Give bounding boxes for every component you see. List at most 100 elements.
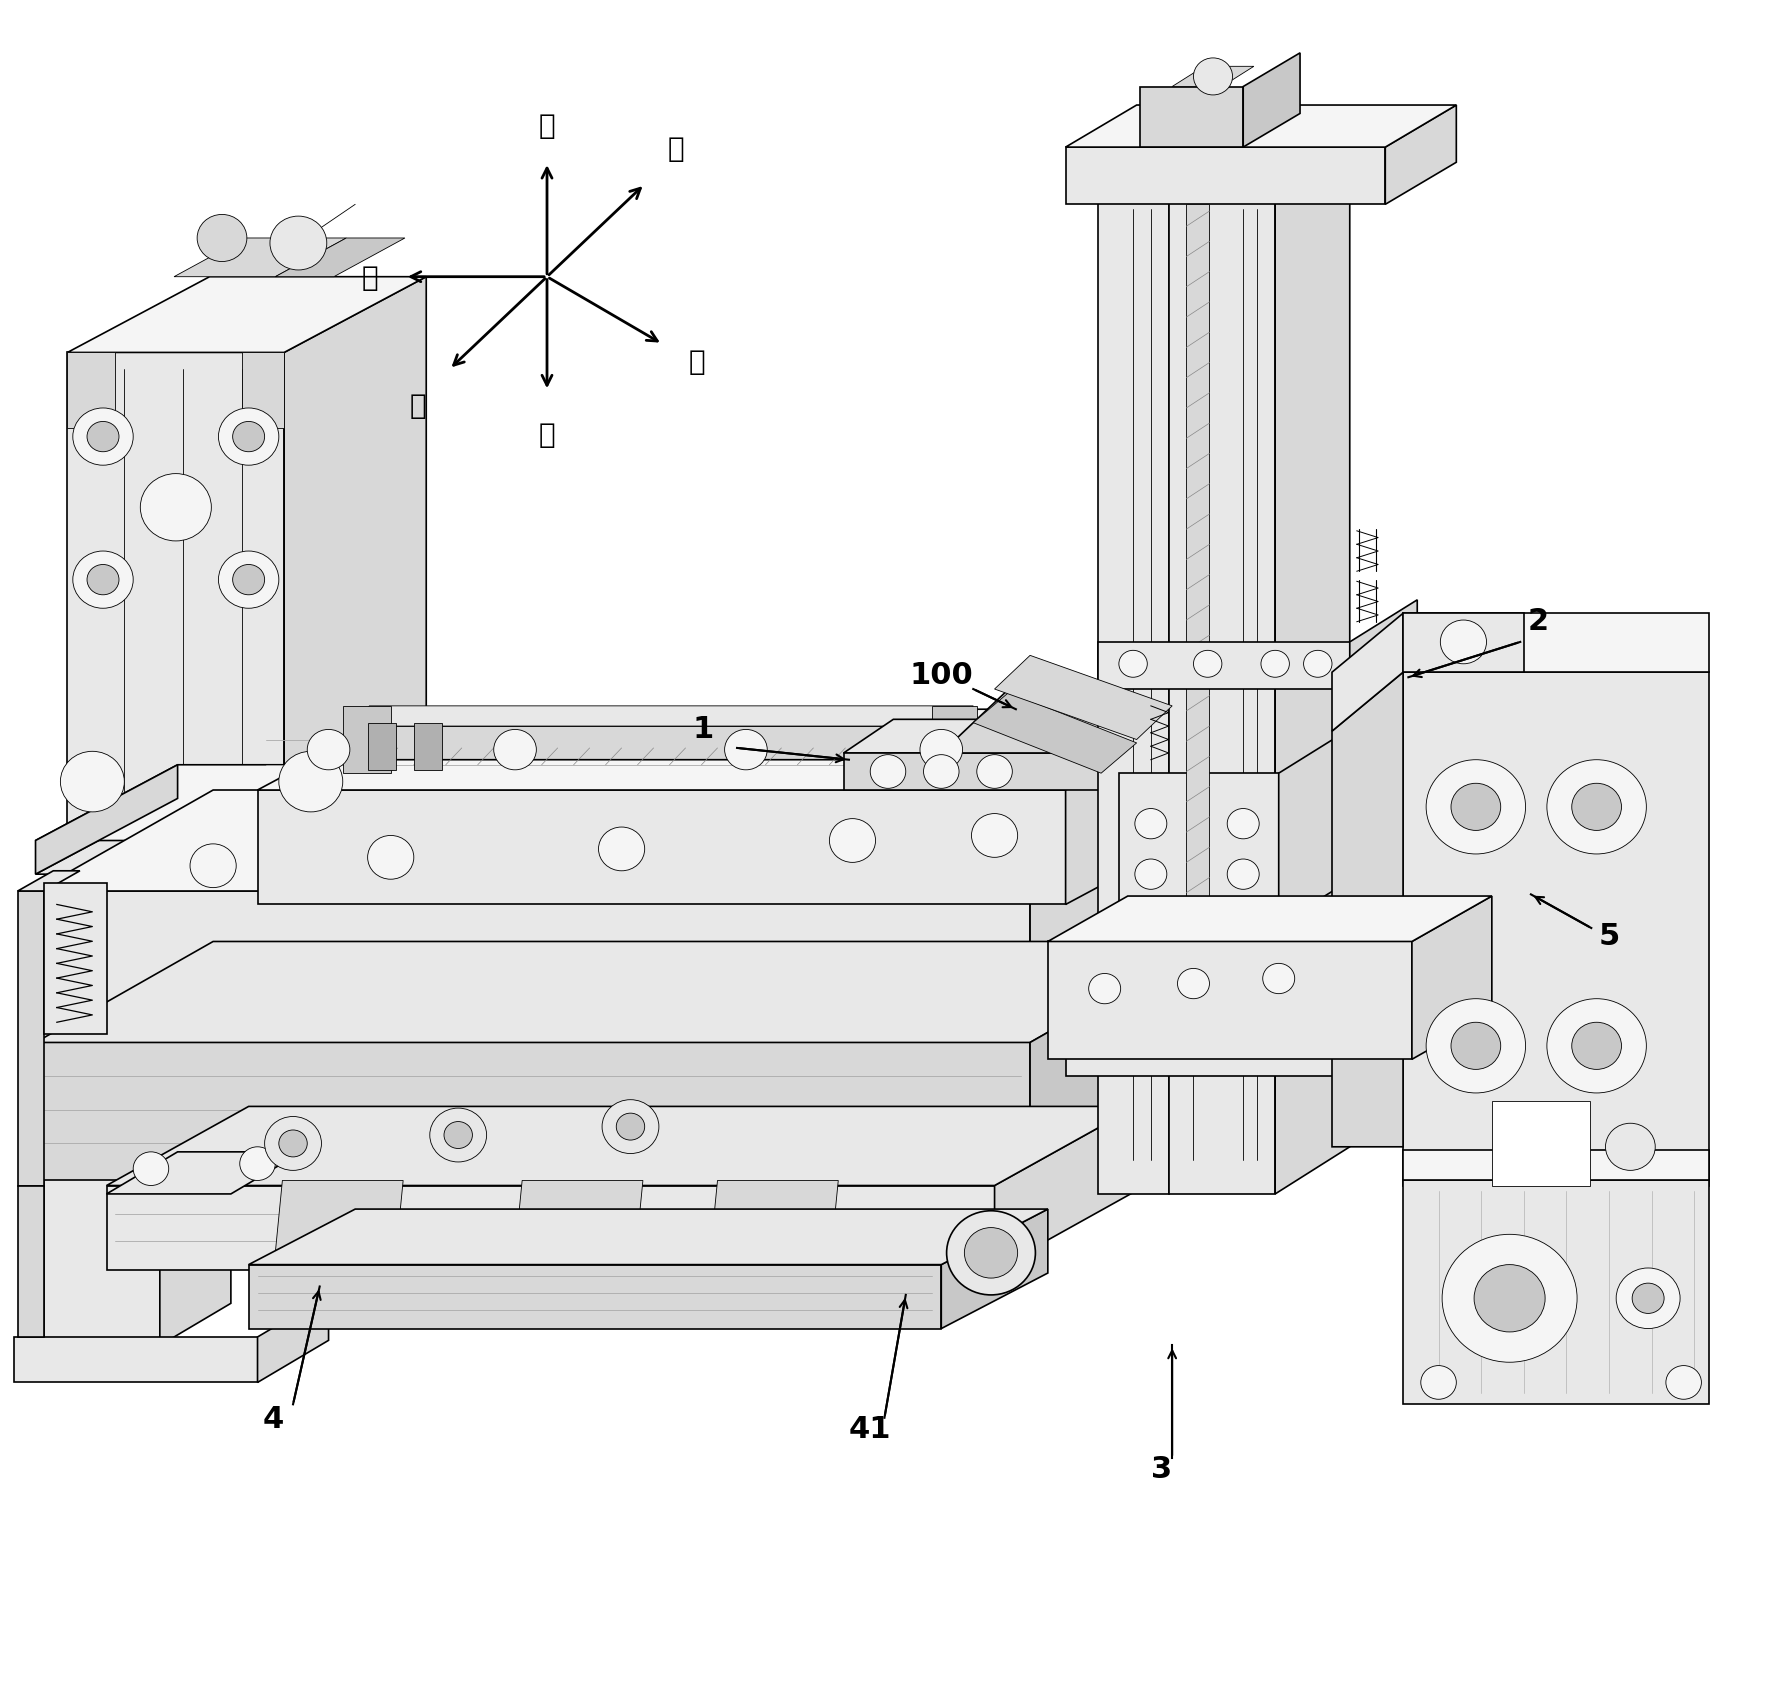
Polygon shape [1332,614,1403,732]
Polygon shape [710,1181,838,1253]
Text: 100: 100 [909,661,973,690]
Circle shape [307,730,350,770]
Text: 1: 1 [693,715,714,743]
Circle shape [1119,651,1147,678]
Polygon shape [44,883,107,1034]
Polygon shape [14,1337,258,1383]
Circle shape [1426,760,1526,854]
Circle shape [368,836,414,880]
Text: 3: 3 [1151,1455,1172,1484]
Circle shape [265,1117,321,1171]
Polygon shape [1243,54,1300,148]
Circle shape [1451,1023,1501,1070]
Circle shape [1135,860,1167,890]
Circle shape [1666,1366,1701,1399]
Circle shape [1177,969,1209,999]
Polygon shape [36,891,1030,1043]
Circle shape [190,844,236,888]
Circle shape [1304,651,1332,678]
Circle shape [1572,784,1621,831]
Polygon shape [275,239,405,278]
Polygon shape [18,1186,44,1337]
Circle shape [1606,1124,1655,1171]
Polygon shape [1403,614,1709,673]
Polygon shape [36,875,53,1043]
Polygon shape [67,353,284,841]
Polygon shape [36,791,1208,891]
Polygon shape [36,1043,1030,1186]
Circle shape [73,552,133,609]
Circle shape [197,215,247,262]
Circle shape [1227,809,1259,839]
Circle shape [829,819,876,863]
Polygon shape [1030,942,1208,1186]
Circle shape [1135,809,1167,839]
Circle shape [1261,651,1289,678]
Text: 右: 右 [689,348,705,375]
Polygon shape [18,871,80,891]
Circle shape [218,409,279,466]
Polygon shape [174,239,346,278]
Circle shape [87,422,119,452]
Circle shape [1263,964,1295,994]
Polygon shape [67,278,426,353]
Polygon shape [249,1265,941,1329]
Text: 41: 41 [849,1415,892,1443]
Polygon shape [995,656,1172,740]
Polygon shape [1030,791,1208,1043]
Circle shape [1426,999,1526,1093]
Polygon shape [1350,600,1417,690]
Circle shape [971,814,1018,858]
Text: 上: 上 [538,111,556,140]
Polygon shape [414,723,442,770]
Circle shape [1440,621,1487,664]
Polygon shape [844,720,1151,754]
Circle shape [60,752,124,812]
Polygon shape [1492,1102,1590,1186]
Circle shape [430,1108,487,1162]
Polygon shape [67,353,115,429]
Circle shape [133,1152,169,1186]
Polygon shape [249,1209,1048,1265]
Circle shape [725,730,767,770]
Text: 5: 5 [1598,922,1620,950]
Circle shape [1089,974,1121,1004]
Polygon shape [515,1181,643,1253]
Circle shape [977,755,1012,789]
Polygon shape [107,1107,1137,1186]
Circle shape [218,552,279,609]
Polygon shape [18,891,44,1186]
Polygon shape [1098,185,1169,1194]
Circle shape [1442,1235,1577,1362]
Polygon shape [995,1107,1137,1270]
Polygon shape [242,353,284,429]
Polygon shape [36,799,551,875]
Circle shape [1547,760,1646,854]
Circle shape [1193,651,1222,678]
Circle shape [602,1100,659,1154]
Polygon shape [1066,106,1456,148]
Polygon shape [1403,614,1524,673]
Circle shape [1572,1023,1621,1070]
Polygon shape [932,706,977,774]
Text: 2: 2 [1527,607,1549,636]
Circle shape [87,565,119,595]
Polygon shape [1048,897,1492,942]
Polygon shape [1403,1181,1709,1404]
Circle shape [1193,59,1233,96]
Polygon shape [36,765,178,875]
Circle shape [1547,999,1646,1093]
Text: 左: 左 [362,264,378,291]
Polygon shape [1275,138,1350,1194]
Polygon shape [355,727,973,760]
Circle shape [1451,784,1501,831]
Polygon shape [941,1209,1048,1329]
Polygon shape [1169,185,1275,1194]
Polygon shape [36,942,1208,1043]
Circle shape [870,755,906,789]
Circle shape [279,752,343,812]
Circle shape [924,755,959,789]
Circle shape [1474,1265,1545,1332]
Text: 前: 前 [668,135,684,163]
Polygon shape [1368,971,1435,1076]
